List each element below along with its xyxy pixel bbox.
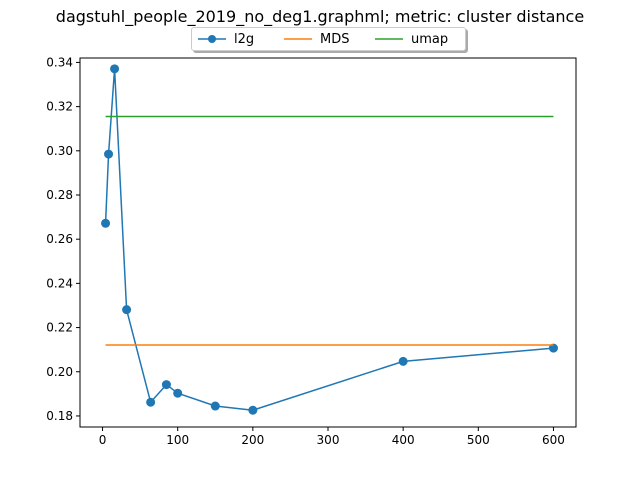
legend-swatch-umap — [375, 38, 403, 40]
y-tick-label: 0.34 — [46, 55, 73, 69]
data-point-l2g — [146, 397, 156, 407]
y-tick-label: 0.20 — [46, 365, 73, 379]
x-tick-label: 0 — [99, 433, 107, 447]
legend-label-umap: umap — [411, 31, 449, 47]
x-tick-label: 200 — [241, 433, 264, 447]
series-layer — [101, 64, 558, 415]
chart-title: dagstuhl_people_2019_no_deg1.graphml; me… — [55, 7, 585, 26]
legend-item-mds: MDS — [284, 28, 349, 50]
x-tick-label: 100 — [166, 433, 189, 447]
data-point-l2g — [104, 149, 114, 159]
y-tick-label: 0.32 — [46, 100, 73, 114]
legend-item-umap: umap — [375, 28, 448, 50]
y-tick-label: 0.22 — [46, 321, 73, 335]
x-tick-label: 500 — [467, 433, 490, 447]
x-tick-label: 400 — [392, 433, 415, 447]
data-point-l2g — [101, 218, 111, 228]
data-point-l2g — [110, 64, 120, 74]
y-tick-label: 0.24 — [46, 276, 73, 290]
y-tick-label: 0.26 — [46, 232, 73, 246]
data-point-l2g — [548, 343, 558, 353]
data-point-l2g — [161, 380, 171, 390]
y-tick-label: 0.18 — [46, 409, 73, 423]
plot-frame — [79, 57, 577, 428]
legend-label-l2g: l2g — [234, 31, 255, 47]
legend: l2g MDS umap — [191, 27, 466, 51]
y-tick-label: 0.30 — [46, 144, 73, 158]
series-line-l2g — [104, 68, 554, 411]
legend-item-l2g: l2g — [198, 28, 254, 50]
data-point-l2g — [398, 356, 408, 366]
legend-swatch-mds — [284, 38, 312, 40]
axes-layer: 0 100 200 300 400 500 600 0.18 0.20 0.22 0.24 0.26 0… — [46, 55, 577, 447]
x-tick-label: 600 — [542, 433, 565, 447]
data-point-l2g — [248, 405, 258, 415]
x-tick-label: 300 — [317, 433, 340, 447]
data-point-l2g — [210, 401, 220, 411]
legend-swatch-l2g — [198, 35, 226, 43]
data-point-l2g — [122, 305, 132, 315]
legend-label-mds: MDS — [320, 31, 350, 47]
y-tick-label: 0.28 — [46, 188, 73, 202]
data-point-l2g — [173, 388, 183, 398]
